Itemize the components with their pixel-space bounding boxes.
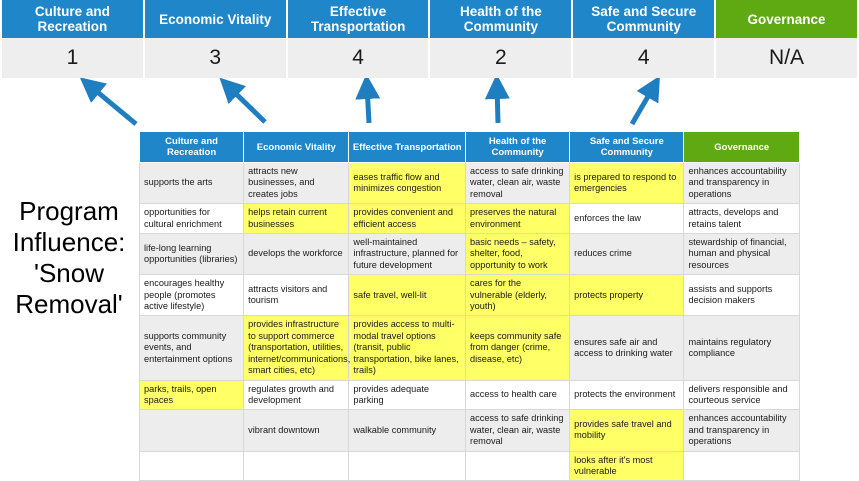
matrix-cell: access to safe drinking water, clean air… xyxy=(465,409,571,452)
matrix-cell: access to safe drinking water, clean air… xyxy=(465,161,571,205)
matrix-cell: helps retain current businesses xyxy=(243,203,350,235)
summary-value-economic-vitality: 3 xyxy=(144,38,288,78)
matrix-cell: attracts visitors and tourism xyxy=(243,274,350,317)
matrix-row: opportunities for cultural enrichment hel… xyxy=(138,203,800,235)
matrix-cell: access to health care xyxy=(465,379,571,411)
matrix-cell: looks after it's most vulnerable xyxy=(569,450,685,481)
matrix-cell: develops the workforce xyxy=(243,233,350,276)
matrix-cell xyxy=(243,450,350,481)
matrix-cell: stewardship of financial, human and phys… xyxy=(683,233,800,276)
matrix-cell: enforces the law xyxy=(569,203,685,235)
matrix-header-effective-transportation: Effective Transportation xyxy=(348,131,467,163)
matrix-cell: cares for the vulnerable (elderly, youth… xyxy=(465,274,571,317)
matrix-cell: delivers responsible and courteous servi… xyxy=(683,379,800,411)
summary-value-safe-and-secure-community: 4 xyxy=(573,38,717,78)
matrix-cell: provides infrastructure to support comme… xyxy=(243,315,350,381)
matrix-row: supports the arts attracts new businesses… xyxy=(138,161,800,205)
matrix-row: looks after it's most vulnerable xyxy=(138,450,800,481)
matrix-row: vibrant downtown walkable community access… xyxy=(138,409,800,452)
summary-header-effective-transportation: Effective Transportation xyxy=(287,0,431,38)
matrix-cell: provides adequate parking xyxy=(348,379,467,411)
matrix-cell: opportunities for cultural enrichment xyxy=(138,203,245,235)
matrix-cell: supports the arts xyxy=(138,161,245,205)
summary-header-health-of-the-community: Health of the Community xyxy=(430,0,574,38)
summary-scorecard: Culture and Recreation Economic Vitality… xyxy=(0,0,859,78)
matrix-row: life-long learning opportunities (librar… xyxy=(138,233,800,276)
summary-value-effective-transportation: 4 xyxy=(287,38,431,78)
matrix-cell xyxy=(683,450,800,481)
strategic-outcomes-matrix: Culture and Recreation Economic Vitality… xyxy=(138,131,800,481)
summary-value-health-of-the-community: 2 xyxy=(430,38,574,78)
matrix-header-economic-vitality: Economic Vitality xyxy=(243,131,350,163)
matrix-row: supports community events, and entertain… xyxy=(138,315,800,381)
summary-header-safe-and-secure-community: Safe and Secure Community xyxy=(573,0,717,38)
matrix-header-governance: Governance xyxy=(683,131,800,163)
matrix-cell xyxy=(348,450,467,481)
matrix-cell: eases traffic flow and minimizes congest… xyxy=(348,161,467,205)
matrix-cell: basic needs – safety, shelter, food, opp… xyxy=(465,233,571,276)
matrix-cell: supports community events, and entertain… xyxy=(138,315,245,381)
summary-value-culture-and-recreation: 1 xyxy=(0,38,145,78)
matrix-cell: walkable community xyxy=(348,409,467,452)
matrix-cell: provides safe travel and mobility xyxy=(569,409,685,452)
matrix-cell: preserves the natural environment xyxy=(465,203,571,235)
matrix-cell: provides access to multi-modal travel op… xyxy=(348,315,467,381)
blue-arrow-2 xyxy=(219,78,267,124)
matrix-row: encourages healthy people (promotes acti… xyxy=(138,274,800,317)
blue-arrow-1 xyxy=(79,78,138,126)
blue-arrow-5 xyxy=(629,78,661,126)
summary-value-row: 1 3 4 2 4 N/A xyxy=(0,38,859,78)
summary-header-governance: Governance xyxy=(716,0,859,38)
matrix-cell: life-long learning opportunities (librar… xyxy=(138,233,245,276)
blue-arrow-4 xyxy=(484,78,510,124)
matrix-cell: keeps community safe from danger (crime,… xyxy=(465,315,571,381)
matrix-cell: is prepared to respond to emergencies xyxy=(569,161,685,205)
matrix-cell: provides convenient and efficient access xyxy=(348,203,467,235)
matrix-cell: attracts new businesses, and creates job… xyxy=(243,161,350,205)
matrix-body: supports the arts attracts new businesses… xyxy=(138,161,800,481)
matrix-cell: protects the environment xyxy=(569,379,685,411)
arrow-group xyxy=(79,78,661,126)
matrix-cell xyxy=(465,450,571,481)
matrix-header-culture-and-recreation: Culture and Recreation xyxy=(138,131,245,163)
matrix-cell: protects property xyxy=(569,274,685,317)
matrix-cell xyxy=(138,450,245,481)
matrix-header-row: Culture and Recreation Economic Vitality… xyxy=(138,131,800,163)
matrix-cell: safe travel, well-lit xyxy=(348,274,467,317)
matrix-cell: regulates growth and development xyxy=(243,379,350,411)
matrix-cell: enhances accountability and transparency… xyxy=(683,161,800,205)
matrix-cell: ensures safe air and access to drinking … xyxy=(569,315,685,381)
blue-arrow-3 xyxy=(355,78,381,124)
matrix-header-health-of-the-community: Health of the Community xyxy=(465,131,571,163)
matrix-cell: parks, trails, open spaces xyxy=(138,379,245,411)
matrix-row: parks, trails, open spaces regulates grow… xyxy=(138,379,800,411)
matrix-cell: maintains regulatory compliance xyxy=(683,315,800,381)
matrix-cell xyxy=(138,409,245,452)
matrix-cell: assists and supports decision makers xyxy=(683,274,800,317)
matrix-cell: attracts, develops and retains talent xyxy=(683,203,800,235)
matrix-cell: enhances accountability and transparency… xyxy=(683,409,800,452)
summary-header-row: Culture and Recreation Economic Vitality… xyxy=(0,0,859,38)
summary-value-governance: N/A xyxy=(716,38,859,78)
matrix-cell: vibrant downtown xyxy=(243,409,350,452)
summary-header-economic-vitality: Economic Vitality xyxy=(144,0,288,38)
matrix-header-safe-and-secure-community: Safe and Secure Community xyxy=(569,131,685,163)
matrix-cell: well-maintained infrastructure, planned … xyxy=(348,233,467,276)
program-influence-label: Program Influence: 'Snow Removal' xyxy=(12,196,126,319)
matrix-cell: encourages healthy people (promotes acti… xyxy=(138,274,245,317)
summary-header-culture-and-recreation: Culture and Recreation xyxy=(0,0,145,38)
matrix-cell: reduces crime xyxy=(569,233,685,276)
